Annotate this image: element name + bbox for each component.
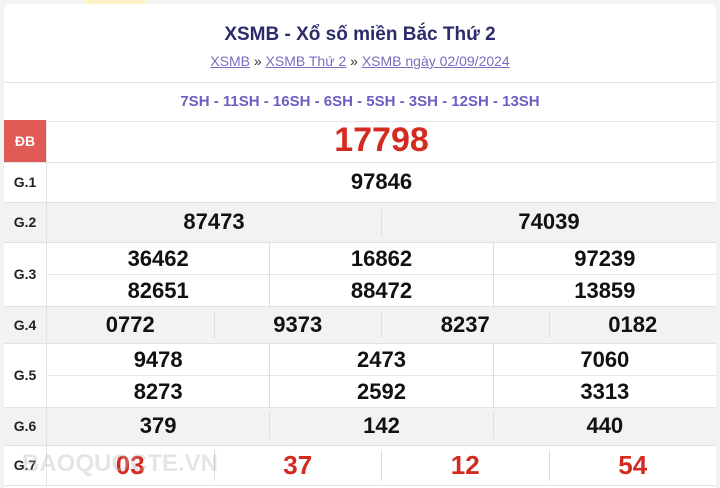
prize-number: 54 [548, 449, 717, 481]
results-card: XSMB - Xổ số miền Bắc Thứ 2 XSMB » XSMB … [4, 4, 716, 488]
prize-label: G.6 [4, 407, 47, 446]
prize-number: 16862 [269, 242, 492, 274]
page-title: XSMB - Xổ số miền Bắc Thứ 2 [224, 24, 496, 45]
row-g7: G.7 03 37 12 54 [4, 445, 717, 486]
prize-number: 2592 [269, 374, 493, 407]
prize-number: 9478 [133, 346, 183, 372]
prize-label: G.1 [4, 162, 47, 203]
prize-number: 7060 [492, 343, 716, 375]
prize-number: 142 [269, 413, 492, 439]
prize-number: 2473 [269, 343, 492, 375]
prize-number: 0772 [105, 311, 155, 337]
row-db: ĐB 17798 [4, 120, 716, 163]
breadcrumb-date[interactable]: XSMB ngày 02/09/2024 [361, 53, 510, 69]
tab-hint [84, 0, 146, 4]
prize-number: 9373 [213, 311, 382, 338]
prize-number: 88472 [269, 273, 493, 306]
row-g1: G.1 97846 [4, 162, 716, 203]
row-g5: G.5 9478 2473 7060 8273 2592 3313 [4, 343, 716, 408]
prize-number: 37 [213, 449, 382, 481]
prize-number: 8273 [47, 374, 270, 407]
prize-number: 13859 [492, 273, 716, 306]
prize-number: 97239 [492, 242, 716, 274]
breadcrumb: XSMB » XSMB Thứ 2 » XSMB ngày 02/09/2024 [4, 53, 716, 69]
row-g6: G.6 379 142 440 [4, 407, 716, 446]
prize-number: 36462 [127, 245, 189, 271]
row-g4: G.4 0772 9373 8237 0182 [4, 306, 717, 344]
breadcrumb-xsmb-thu-2[interactable]: XSMB Thứ 2 [265, 53, 347, 69]
prize-number: 74039 [381, 209, 716, 235]
prize-number: 440 [492, 413, 716, 439]
prize-number: 12 [381, 449, 549, 481]
breadcrumb-separator: » [350, 53, 358, 69]
prize-number: 17798 [334, 121, 429, 160]
prize-number: 82651 [47, 273, 270, 306]
prize-number: 3313 [492, 374, 716, 407]
prize-number: 8237 [381, 311, 549, 338]
prize-number: 87473 [183, 209, 245, 234]
breadcrumb-separator: » [253, 53, 262, 69]
prize-label: ĐB [4, 120, 47, 163]
prize-label: G.2 [4, 202, 47, 243]
prize-number: 379 [139, 413, 177, 438]
prize-number: 03 [115, 449, 145, 480]
special-codes: 7SH - 11SH - 16SH - 6SH - 5SH - 3SH - 12… [4, 82, 716, 122]
prize-number: 0182 [548, 311, 717, 338]
results-table: ĐB 17798 G.1 97846 G.2 87473 74039 G.3 36… [4, 120, 716, 486]
prize-label: G.3 [4, 242, 47, 307]
prize-label: G.7 [4, 445, 47, 486]
breadcrumb-xsmb[interactable]: XSMB [210, 53, 250, 69]
prize-number: 97846 [350, 169, 413, 194]
row-g3: G.3 36462 16862 97239 82651 88472 13859 [4, 242, 716, 307]
prize-label: G.5 [4, 343, 47, 408]
row-g2: G.2 87473 74039 [4, 202, 716, 243]
prize-label: G.4 [4, 306, 47, 344]
